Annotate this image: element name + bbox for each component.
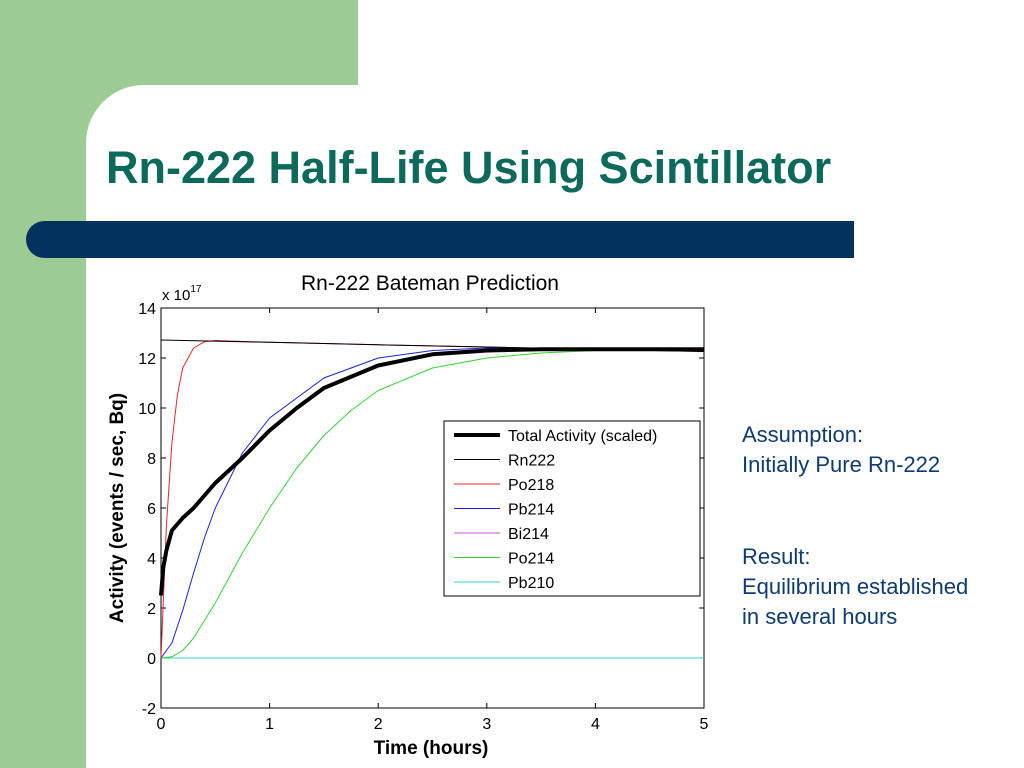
- y-tick-label: 0: [147, 651, 156, 668]
- legend-label: Po214: [508, 551, 554, 568]
- legend-label: Bi214: [508, 526, 549, 543]
- result-line-1: Equilibrium established: [742, 574, 969, 599]
- y-tick-label: 12: [138, 351, 156, 368]
- x-tick-label: 5: [700, 716, 709, 733]
- chart-y-axis-label: Activity (events / sec, Bq): [107, 393, 128, 623]
- chart-legend: Total Activity (scaled) Rn222 Po218 Pb214 Bi…: [443, 420, 701, 597]
- x-tick-label: 3: [482, 716, 491, 733]
- assumption-note: Assumption: Initially Pure Rn-222: [742, 420, 940, 480]
- y-tick-label: 6: [147, 501, 156, 518]
- x-tick-label: 2: [374, 716, 383, 733]
- y-tick-label: 8: [147, 451, 156, 468]
- result-line-2: in several hours: [742, 604, 898, 629]
- chart-title: Rn-222 Bateman Prediction: [301, 272, 559, 295]
- legend-label: Pb210: [508, 575, 554, 592]
- series-line-total-activity-scaled: [159, 347, 704, 596]
- assumption-text: Initially Pure Rn-222: [742, 452, 941, 477]
- x-tick-label: 0: [157, 716, 166, 733]
- slide-title: Rn-222 Half-Life Using Scintillator: [106, 142, 832, 193]
- x-tick-label: 4: [591, 716, 600, 733]
- legend-label: Po218: [508, 477, 554, 494]
- chart-series-lines: [159, 339, 705, 659]
- chart-y-multiplier: x 1017: [162, 284, 202, 304]
- legend-label: Pb214: [508, 502, 554, 519]
- x-tick-label: 1: [265, 716, 274, 733]
- result-note: Result: Equilibrium established in sever…: [742, 542, 968, 632]
- chart-x-axis-label: Time (hours): [374, 738, 489, 759]
- chart-y-multiplier-exponent: 17: [190, 284, 202, 295]
- y-tick-label: 14: [138, 301, 156, 318]
- result-heading: Result:: [742, 544, 811, 569]
- y-tick-label: 2: [147, 601, 156, 618]
- legend-label: Rn222: [508, 453, 555, 470]
- assumption-heading: Assumption:: [742, 422, 864, 447]
- y-tick-label: 4: [147, 551, 156, 568]
- series-line-po214: [160, 349, 705, 659]
- legend-label: Total Activity (scaled): [508, 428, 657, 445]
- title-underline-bar: [26, 221, 854, 258]
- y-tick-label: 10: [138, 401, 156, 418]
- y-tick-label: -2: [142, 701, 156, 718]
